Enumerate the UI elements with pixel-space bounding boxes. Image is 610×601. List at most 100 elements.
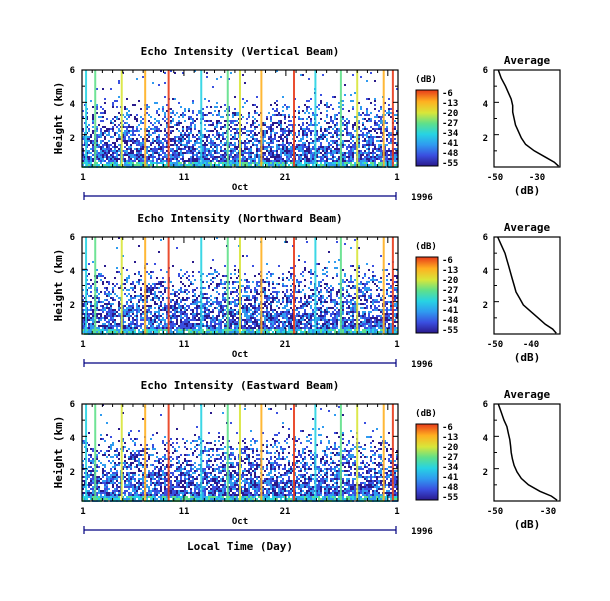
heatmap-cell [230,273,232,275]
heatmap-cell [124,162,126,164]
heatmap-cell [100,140,102,142]
heatmap-cell [234,144,236,146]
heatmap-cell [156,321,158,323]
heatmap-cell [112,317,114,319]
heatmap-cell [302,136,304,138]
heatmap-cell [124,108,126,110]
heatmap-cell [96,138,98,140]
heatmap-cell [336,144,338,146]
heatmap-cell [220,150,222,152]
heatmap-cell [100,130,102,132]
heatmap-cell [114,124,116,126]
heatmap-cell [186,128,188,130]
heatmap-cell [268,289,270,291]
heatmap-cell [278,122,280,124]
heatmap-cell [290,323,292,325]
heatmap-cell [310,98,312,100]
heatmap-cell [98,144,100,146]
heatmap-cell [298,319,300,321]
heatmap-cell [268,317,270,319]
heatmap-cell [354,152,356,154]
heatmap-cell [88,130,90,132]
heatmap-cell [224,275,226,277]
heatmap-cell [360,162,362,164]
heatmap-cell [98,309,100,311]
heatmap-cell [366,158,368,160]
heatmap-cell [182,331,184,333]
colorbar-tick-label: -27 [442,119,458,129]
heatmap-cell [274,134,276,136]
heatmap-cell [264,122,266,124]
heatmap-cell [84,305,86,307]
heatmap-cell [224,313,226,315]
heatmap-cell [284,152,286,154]
heatmap-cell [266,331,268,333]
heatmap-cell [252,116,254,118]
heatmap-cell [160,162,162,164]
heatmap-cell [184,146,186,148]
heatmap-cell [286,285,288,287]
heatmap-cell [96,144,98,146]
heatmap-cell [114,142,116,144]
heatmap-cell [154,319,156,321]
heatmap-cell [242,285,244,287]
heatmap-cell [274,132,276,134]
heatmap-cell [288,327,290,329]
heatmap-cell [352,146,354,148]
heatmap-cell [136,325,138,327]
colorbar-tick-label: -34 [442,129,459,139]
heatmap-cell [336,134,338,136]
heatmap-cell [216,297,218,299]
heatmap-cell [142,76,144,78]
heatmap-cell [342,144,344,146]
heatmap-cell [104,291,106,293]
heatmap-cell [316,124,318,126]
heatmap-cell [334,156,336,158]
heatmap-cell [128,110,130,112]
heatmap-cell [236,277,238,279]
heatmap-cell [322,164,324,166]
heatmap-cell [254,275,256,277]
heatmap-cell [138,134,140,136]
heatmap-cell [154,126,156,128]
heatmap-cell [202,311,204,313]
heatmap-cell [102,283,104,285]
heatmap-cell [88,283,90,285]
heatmap-cell [104,126,106,128]
heatmap-cell [132,162,134,164]
heatmap-cell [178,124,180,126]
heatmap-cell [170,317,172,319]
heatmap-cell [180,154,182,156]
heatmap-cell [110,305,112,307]
heatmap-cell [346,124,348,126]
heatmap-cell [322,136,324,138]
heatmap-cell [230,148,232,150]
heatmap-cell [150,291,152,293]
heatmap-cell [246,130,248,132]
heatmap-cell [338,106,340,108]
heatmap-cell [306,122,308,124]
heatmap-cell [184,319,186,321]
heatmap-cell [194,150,196,152]
heatmap-cell [206,329,208,331]
heatmap-cell [128,277,130,279]
heatmap-cell [296,148,298,150]
heatmap-cell [370,162,372,164]
heatmap-cell [122,307,124,309]
heatmap-cell [212,319,214,321]
heatmap-cell [162,160,164,162]
heatmap-cell [298,307,300,309]
heatmap-cell [138,245,140,247]
colorbar-tick-label: -13 [442,99,458,109]
heatmap-cell [276,313,278,315]
heatmap-cell [228,114,230,116]
heatmap-cell [322,156,324,158]
heatmap-cell [284,241,286,243]
heatmap-cell [90,162,92,164]
heatmap-cell [218,160,220,162]
heatmap-cell [232,120,234,122]
heatmap-cell [388,104,390,106]
heatmap-cell [252,317,254,319]
heatmap-cell [82,325,84,327]
heatmap-cell [242,74,244,76]
